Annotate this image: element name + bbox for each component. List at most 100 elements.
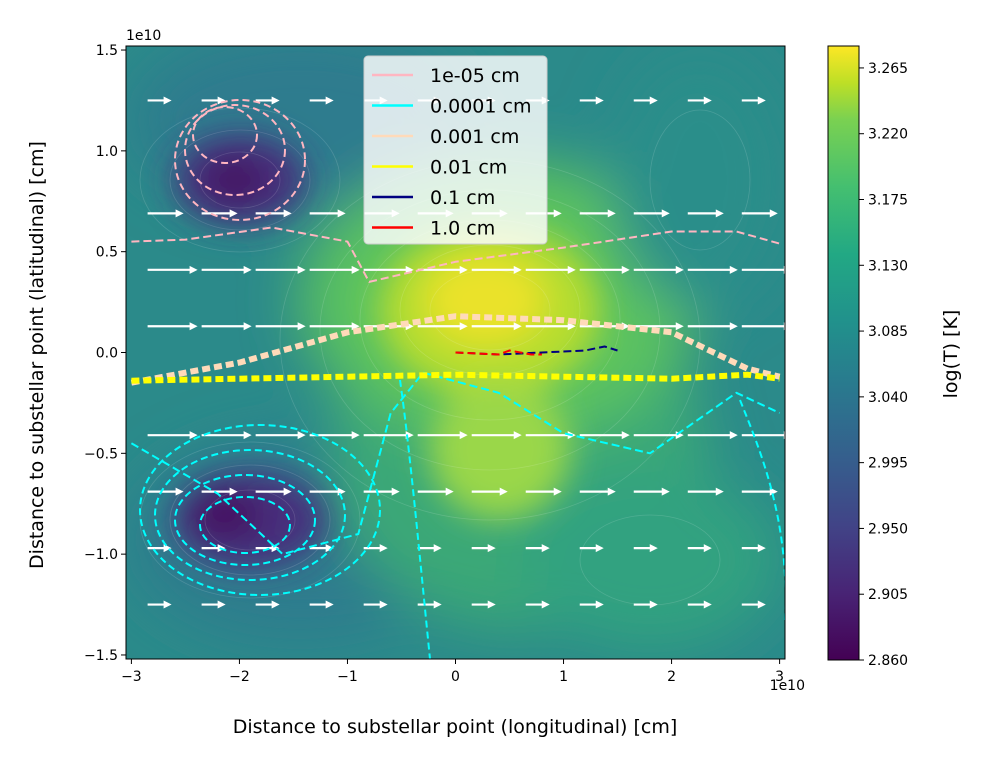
wind-arrow (633, 600, 658, 609)
wind-arrow (687, 544, 712, 553)
wind-arrow (255, 487, 292, 496)
wind-arrow (796, 601, 820, 609)
series-line (131, 371, 780, 384)
wind-arrow (741, 544, 766, 553)
colorbar-tick-label: 3.040 (868, 390, 908, 406)
x-axis-label: Distance to substellar point (longitudin… (233, 716, 678, 738)
wind-arrow (201, 96, 226, 105)
trajectory-series (130, 226, 781, 556)
wind-arrow (796, 488, 832, 496)
legend-entry: 0.01 cm (372, 157, 507, 179)
wind-arrow (471, 544, 496, 553)
x-tick-label: −1 (337, 669, 358, 685)
wind-arrow (147, 322, 198, 331)
wind-arrow (525, 487, 562, 496)
wind-arrow (309, 544, 334, 553)
wind-arrow (687, 487, 724, 496)
colorbar-label: log(T) [K] (940, 310, 962, 399)
wind-arrow (147, 265, 198, 274)
series-line (130, 371, 781, 556)
wind-arrow (147, 431, 198, 440)
y-axis-label: Distance to substellar point (latitudina… (26, 141, 48, 569)
wind-arrow (309, 600, 334, 609)
legend-label: 1.0 cm (430, 218, 495, 240)
colorbar-tick-label: 3.265 (868, 61, 908, 77)
wind-arrow (741, 600, 766, 609)
wind-arrow (796, 96, 820, 104)
series-line (130, 313, 781, 386)
wind-arrow (633, 265, 684, 274)
wind-arrow (201, 265, 252, 274)
wind-arrow (363, 487, 400, 496)
wind-arrow (363, 600, 388, 609)
legend-entry: 1.0 cm (372, 218, 495, 240)
y-offset-label: 1e10 (126, 28, 161, 44)
y-tick-label: 0.0 (96, 346, 118, 362)
wind-arrow (471, 600, 496, 609)
colorbar-tick-label: 2.905 (868, 587, 908, 603)
colorbar-tick-label: 3.085 (868, 324, 908, 340)
legend-entry: 0.0001 cm (372, 96, 531, 118)
wind-arrow (796, 544, 820, 552)
wind-arrow (417, 322, 468, 331)
x-tick-label: 2 (667, 669, 676, 685)
wind-arrow (525, 322, 576, 331)
wind-arrow (579, 487, 616, 496)
wind-arrow (309, 265, 360, 274)
wind-arrow (201, 487, 238, 496)
wind-arrow (741, 96, 766, 105)
wind-arrow (687, 96, 712, 105)
wind-arrow (525, 600, 550, 609)
y-tick-label: 1.5 (96, 43, 118, 59)
wind-arrow (633, 544, 658, 553)
wind-arrow (363, 265, 414, 274)
wind-arrow (201, 209, 238, 218)
wind-arrow (633, 487, 670, 496)
series-line (455, 349, 542, 356)
colorbar-tick-label: 3.220 (868, 127, 908, 143)
wind-arrow (417, 265, 468, 274)
wind-arrow (633, 96, 658, 105)
legend-entry: 1e-05 cm (372, 65, 520, 87)
x-tick-label: −2 (229, 669, 250, 685)
colorbar-tick-label: 3.175 (868, 193, 908, 209)
legend-entry: 0.001 cm (372, 126, 519, 148)
wind-arrow (741, 209, 778, 218)
wind-arrow (687, 322, 738, 331)
x-tick-label: −3 (121, 669, 142, 685)
y-tick-label: −1.5 (84, 648, 118, 664)
wind-arrow (201, 322, 252, 331)
x-tick-label: 3 (775, 669, 784, 685)
colorbar-tick-label: 3.130 (868, 258, 908, 274)
wind-arrow (147, 544, 172, 553)
wind-arrow (687, 431, 738, 440)
colorbar-tick-label: 2.860 (868, 653, 908, 669)
legend-label: 0.001 cm (430, 126, 519, 148)
legend: 1e-05 cm 0.0001 cm 0.001 cm 0.01 cm 0.1 cm 1.… (363, 55, 548, 245)
wind-arrow (471, 265, 522, 274)
colorbar: 2.860 2.905 2.950 2.995 3.040 3.085 3.130 3.175… (827, 45, 962, 669)
wind-arrow (633, 209, 670, 218)
x-tick-label: 1 (559, 669, 568, 685)
wind-arrow (417, 431, 468, 440)
legend-label: 0.0001 cm (430, 96, 531, 118)
wind-arrow (363, 544, 388, 553)
wind-arrow (579, 265, 630, 274)
wind-arrow (687, 600, 712, 609)
wind-arrow (309, 322, 360, 331)
wind-arrow (255, 431, 306, 440)
trajectory-swirls (139, 99, 785, 659)
wind-arrow (687, 265, 738, 274)
x-tick-label: 0 (451, 669, 460, 685)
wind-arrow (147, 487, 184, 496)
wind-arrow (417, 600, 442, 609)
wind-arrow (579, 209, 616, 218)
legend-entry: 0.1 cm (372, 187, 495, 209)
y-tick-label: −1.0 (84, 547, 118, 563)
series-line (131, 226, 780, 283)
wind-arrow (579, 431, 630, 440)
wind-arrow (525, 265, 576, 274)
wind-arrow (255, 265, 306, 274)
wind-arrow (417, 487, 454, 496)
